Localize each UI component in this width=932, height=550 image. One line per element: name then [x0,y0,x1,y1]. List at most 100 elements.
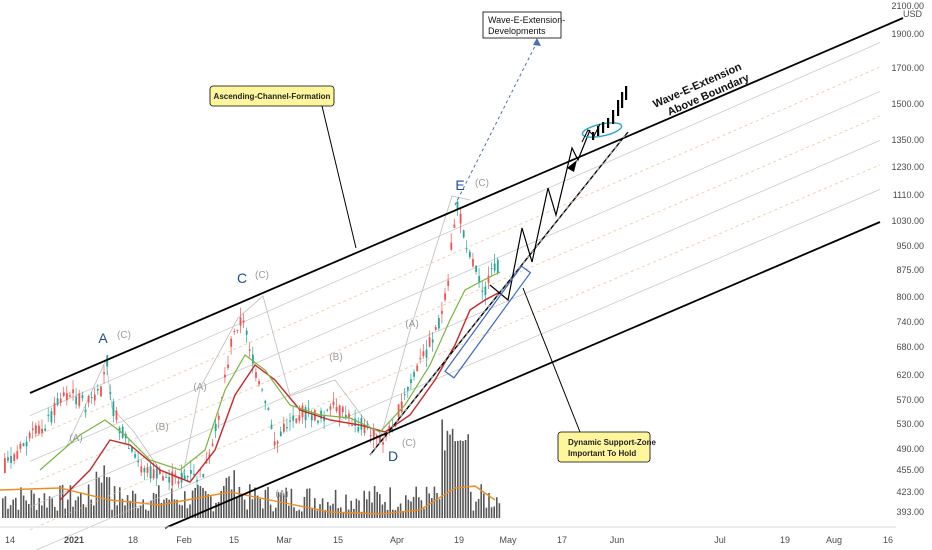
volume-bar [496,497,498,518]
candle-body [465,248,468,250]
volume-bar [470,491,472,518]
candle-body [31,428,34,431]
volume-bar [43,493,46,518]
channel-callout-pointer [321,105,357,249]
volume-bar [477,498,480,518]
volume-bar [350,500,352,518]
candle-body [478,275,481,283]
volume-bar [368,491,371,518]
candle-body [38,425,40,434]
candle-body [273,441,276,446]
volume-bar [186,508,189,518]
candle-body [59,398,62,403]
candle-body [177,481,180,484]
volume-bar [355,498,358,518]
candle-body [53,402,56,416]
candle-body [56,398,59,406]
volume-bar [152,492,155,518]
volume-bar [54,507,56,518]
volume-bar [363,490,365,518]
candle-body [270,424,273,429]
volume-bar [67,499,69,518]
volume-bar [425,486,428,518]
volume-bar [46,507,48,518]
support-trendline-dash [369,131,629,456]
candle-body [174,473,177,475]
volume-bar [48,496,51,518]
volume-bar [228,476,230,518]
volume-bar [85,507,87,518]
candle-body [484,286,487,296]
price-tick-label: 1030.00 [891,216,924,226]
channel-fib-line [29,164,881,531]
candle-body [351,424,353,426]
candle-body [171,471,174,486]
candle-body [348,413,350,419]
volume-bar [462,441,464,518]
volume-bar [108,477,111,518]
candle-body [267,408,270,410]
candle-body [214,423,217,432]
volume-bar [275,507,277,518]
volume-bar [173,499,176,518]
candle-body [252,354,254,364]
candle-body [137,460,140,463]
volume-bar [498,503,501,518]
candle-body [87,396,90,403]
volume-bar [366,499,368,518]
candle-body [372,428,375,441]
candle-body [490,268,493,270]
candle-body [4,458,6,474]
channel-fib-line [29,42,881,417]
candle-body [434,327,437,330]
volume-bar [155,493,157,518]
wave-labels: A (C) (A) (B) C (C) (A) (B) (A) D (C) (A) E (C) [69,177,489,500]
volume-bar [441,419,443,518]
projected-candle [602,122,605,133]
volume-bar [212,511,215,518]
wave-label: (C) [117,330,131,341]
candle-body [283,423,285,432]
candle-body [447,280,450,286]
volume-bar [373,485,376,518]
volume-bar [142,499,144,518]
channel-fib-line [29,66,881,439]
volume-bars [0,419,501,518]
volume-bar [145,509,147,518]
volume-bar [106,477,108,518]
volume-bar [376,491,378,518]
dashed-arrowhead [533,38,541,46]
support-label-line2: Important To Hold [568,449,636,458]
volume-bar [399,503,402,518]
volume-bar [215,502,217,518]
candle-body [419,358,422,360]
volume-bar [371,502,373,518]
candle-body [230,338,233,347]
projection-drawings[interactable] [369,38,629,456]
price-tick-label: 680.00 [896,342,924,352]
volume-bar [74,500,77,518]
candle-body [121,426,124,438]
candle-body [453,224,456,228]
wave-label: D [388,448,398,464]
wave-label: (A) [69,433,82,444]
volume-bar [449,434,451,518]
candle-body [13,454,16,462]
channel-boundaries[interactable] [29,17,904,529]
candle-body [224,374,226,378]
volume-bar [12,499,14,518]
volume-ma-line [0,485,496,515]
volume-bar [147,510,150,518]
channel-fib-line [29,115,881,485]
candle-body [159,468,161,475]
candle-body [44,428,47,431]
volume-bar [202,487,204,518]
channel-fib-line [29,91,881,462]
volume-bar [360,511,363,518]
ma-red-line [59,291,501,501]
support-callout-pointer [522,287,581,433]
candle-body [242,320,245,323]
volume-bar [251,499,254,518]
volume-bar [342,511,345,518]
